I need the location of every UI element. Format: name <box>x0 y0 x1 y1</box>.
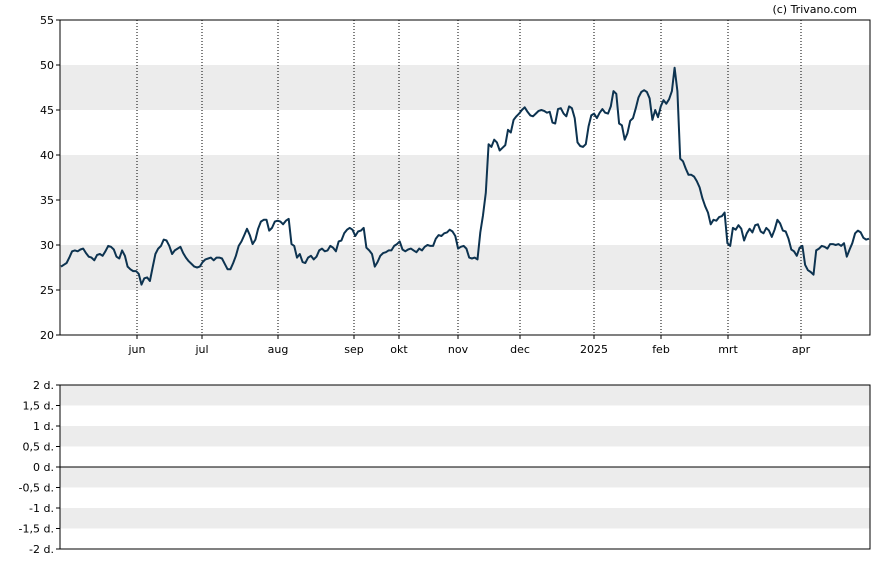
lower-y-tick-label: -2 d. <box>29 543 54 556</box>
price-x-tick-label: 2025 <box>580 343 608 356</box>
price-grid-band <box>60 155 870 200</box>
price-y-tick-label: 50 <box>40 59 54 72</box>
price-x-tick-label: feb <box>652 343 670 356</box>
price-x-tick-label: jul <box>194 343 208 356</box>
price-y-tick-label: 40 <box>40 149 54 162</box>
price-x-tick-label: sep <box>344 343 363 356</box>
price-grid-band <box>60 65 870 110</box>
price-x-tick-label: jun <box>128 343 146 356</box>
price-x-tick-label: mrt <box>718 343 738 356</box>
price-y-tick-label: 35 <box>40 194 54 207</box>
price-x-tick-label: nov <box>448 343 469 356</box>
lower-y-tick-label: -1,5 d. <box>19 523 54 536</box>
lower-y-tick-label: -1 d. <box>29 502 54 515</box>
lower-grid-band <box>60 467 870 488</box>
price-y-tick-label: 45 <box>40 104 54 117</box>
price-y-tick-label: 55 <box>40 14 54 27</box>
lower-grid-band <box>60 508 870 529</box>
price-x-tick-label: aug <box>268 343 289 356</box>
price-x-tick-label: okt <box>390 343 408 356</box>
price-y-tick-label: 25 <box>40 284 54 297</box>
lower-y-tick-label: 2 d. <box>33 379 54 392</box>
lower-y-tick-label: 1,5 d. <box>23 400 54 413</box>
lower-grid-band <box>60 426 870 447</box>
price-y-tick-label: 20 <box>40 329 54 342</box>
price-series-line <box>60 66 870 286</box>
lower-y-tick-label: 1 d. <box>33 420 54 433</box>
price-grid-band <box>60 245 870 290</box>
price-y-tick-label: 30 <box>40 239 54 252</box>
price-x-tick-label: apr <box>792 343 811 356</box>
lower-panel-border <box>59 384 871 550</box>
price-x-tick-label: dec <box>510 343 530 356</box>
copyright-label: (c) Trivano.com <box>772 3 857 16</box>
lower-y-tick-label: -0,5 d. <box>19 482 54 495</box>
lower-grid-band <box>60 385 870 406</box>
lower-y-tick-label: 0,5 d. <box>23 441 54 454</box>
price-panel-border <box>59 19 871 336</box>
lower-y-tick-label: 0 d. <box>33 461 54 474</box>
